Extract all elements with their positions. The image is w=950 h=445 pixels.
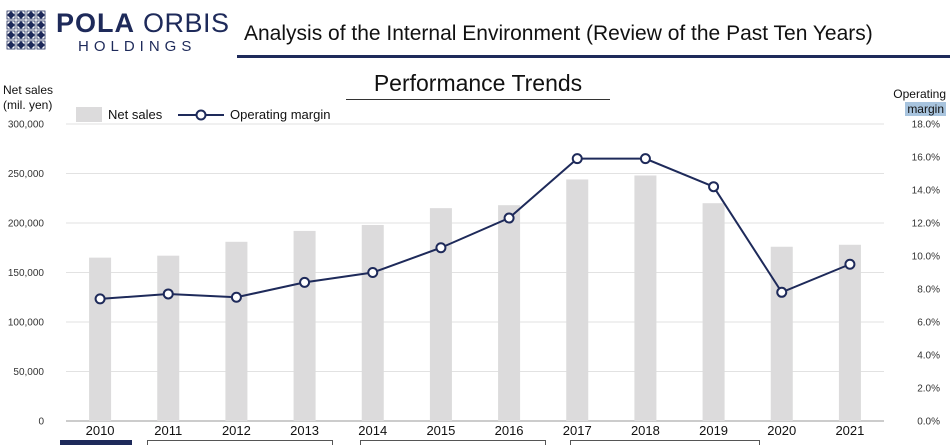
logo-cell bbox=[26, 10, 36, 20]
logo-subtitle: HOLDINGS bbox=[78, 38, 197, 55]
legend-item-operating-margin: Operating margin bbox=[178, 107, 330, 122]
bar-net-sales bbox=[361, 224, 384, 421]
x-tick-label: 2010 bbox=[86, 423, 115, 438]
x-tick-label: 2018 bbox=[631, 423, 660, 438]
logo-cell bbox=[6, 30, 16, 40]
logo-wordmark: POLA ORBIS bbox=[56, 8, 230, 38]
x-tick-label: 2016 bbox=[495, 423, 524, 438]
legend-label-net-sales: Net sales bbox=[108, 107, 163, 122]
y-right-tick-label: 16.0% bbox=[912, 153, 940, 164]
logo-cell bbox=[6, 40, 16, 50]
y-axis-right-label: Operating margin bbox=[893, 87, 946, 117]
legend-item-net-sales: Net sales bbox=[76, 107, 162, 122]
y-axis-left-label-line2: (mil. yen) bbox=[3, 98, 53, 112]
title-divider bbox=[237, 55, 950, 58]
bar-net-sales bbox=[634, 175, 657, 421]
logo-brand-bold: POLA bbox=[56, 8, 136, 38]
x-tick-label: 2013 bbox=[290, 423, 319, 438]
bottom-nav-segment bbox=[147, 440, 333, 445]
bar-net-sales bbox=[89, 257, 112, 421]
point-operating-margin bbox=[639, 153, 651, 165]
point-operating-margin bbox=[844, 258, 856, 270]
y-left-tick-label: 250,000 bbox=[8, 169, 45, 180]
y-right-tick-label: 6.0% bbox=[917, 318, 940, 329]
x-tick-label: 2014 bbox=[358, 423, 387, 438]
logo-cell bbox=[16, 10, 26, 20]
y-right-tick-label: 0.0% bbox=[917, 417, 940, 428]
bottom-nav-segment bbox=[570, 440, 760, 445]
logo-cell bbox=[36, 40, 46, 50]
legend-line-marker-icon bbox=[178, 109, 224, 120]
company-logo: POLA ORBIS HOLDINGS bbox=[6, 8, 229, 55]
y-left-tick-label: 300,000 bbox=[8, 120, 45, 131]
bar-net-sales bbox=[293, 230, 316, 421]
y-right-tick-label: 2.0% bbox=[917, 384, 940, 395]
logo-cell bbox=[6, 10, 16, 20]
logo-mark-icon bbox=[6, 10, 46, 50]
point-operating-margin bbox=[708, 181, 720, 193]
logo-cell bbox=[36, 10, 46, 20]
logo-cell bbox=[6, 20, 16, 30]
logo-cell bbox=[26, 40, 36, 50]
y-right-tick-label: 4.0% bbox=[917, 351, 940, 362]
line-operating-margin bbox=[100, 157, 851, 300]
bar-net-sales bbox=[225, 241, 248, 421]
legend-bar-swatch bbox=[76, 107, 102, 122]
logo-cell bbox=[16, 20, 26, 30]
point-operating-margin bbox=[571, 153, 583, 165]
logo-cell bbox=[26, 30, 36, 40]
y-axis-right-label-line1: Operating bbox=[893, 87, 946, 101]
logo-cell bbox=[26, 20, 36, 30]
chart-title: Performance Trends bbox=[346, 70, 610, 100]
logo-cell bbox=[16, 40, 26, 50]
y-left-tick-label: 100,000 bbox=[8, 318, 45, 329]
y-axis-left-label-line1: Net sales bbox=[3, 83, 54, 97]
logo-cell bbox=[36, 20, 46, 30]
point-operating-margin bbox=[503, 212, 515, 224]
x-tick-label: 2015 bbox=[426, 423, 455, 438]
bottom-nav-segment-active bbox=[60, 440, 132, 445]
y-left-tick-label: 200,000 bbox=[8, 219, 45, 230]
y-right-tick-label: 12.0% bbox=[912, 219, 940, 230]
x-tick-label: 2012 bbox=[222, 423, 251, 438]
point-operating-margin bbox=[776, 286, 788, 298]
point-operating-margin bbox=[299, 276, 311, 288]
y-axis-left-label: Net sales (mil. yen) bbox=[3, 83, 53, 113]
bar-net-sales bbox=[770, 246, 793, 421]
legend-label-operating-margin: Operating margin bbox=[230, 107, 331, 122]
bottom-nav-segment bbox=[360, 440, 546, 445]
point-operating-margin bbox=[94, 293, 106, 305]
x-tick-label: 2021 bbox=[835, 423, 864, 438]
y-right-tick-label: 8.0% bbox=[917, 285, 940, 296]
x-tick-label: 2020 bbox=[767, 423, 796, 438]
bar-net-sales bbox=[498, 205, 521, 421]
page-title: Analysis of the Internal Environment (Re… bbox=[244, 22, 873, 45]
logo-cell bbox=[36, 30, 46, 40]
y-left-tick-label: 0 bbox=[38, 417, 44, 428]
point-operating-margin bbox=[230, 291, 242, 303]
x-tick-label: 2017 bbox=[563, 423, 592, 438]
y-right-tick-label: 10.0% bbox=[912, 252, 940, 263]
y-right-tick-label: 14.0% bbox=[912, 186, 940, 197]
y-axis-right-label-line2: margin bbox=[905, 102, 946, 116]
bar-net-sales bbox=[429, 208, 452, 421]
logo-cell bbox=[16, 30, 26, 40]
y-left-tick-label: 150,000 bbox=[8, 268, 45, 279]
y-left-tick-label: 50,000 bbox=[13, 367, 44, 378]
point-operating-margin bbox=[435, 242, 447, 254]
point-operating-margin bbox=[367, 267, 379, 278]
point-operating-margin bbox=[162, 288, 174, 300]
x-tick-label: 2011 bbox=[154, 423, 182, 438]
bar-net-sales bbox=[157, 255, 180, 421]
bar-net-sales bbox=[566, 179, 589, 421]
bar-net-sales bbox=[838, 244, 861, 421]
y-right-tick-label: 18.0% bbox=[912, 120, 940, 131]
logo-brand-light: ORBIS bbox=[135, 8, 230, 38]
x-tick-label: 2019 bbox=[699, 423, 728, 438]
bar-net-sales bbox=[702, 203, 725, 421]
